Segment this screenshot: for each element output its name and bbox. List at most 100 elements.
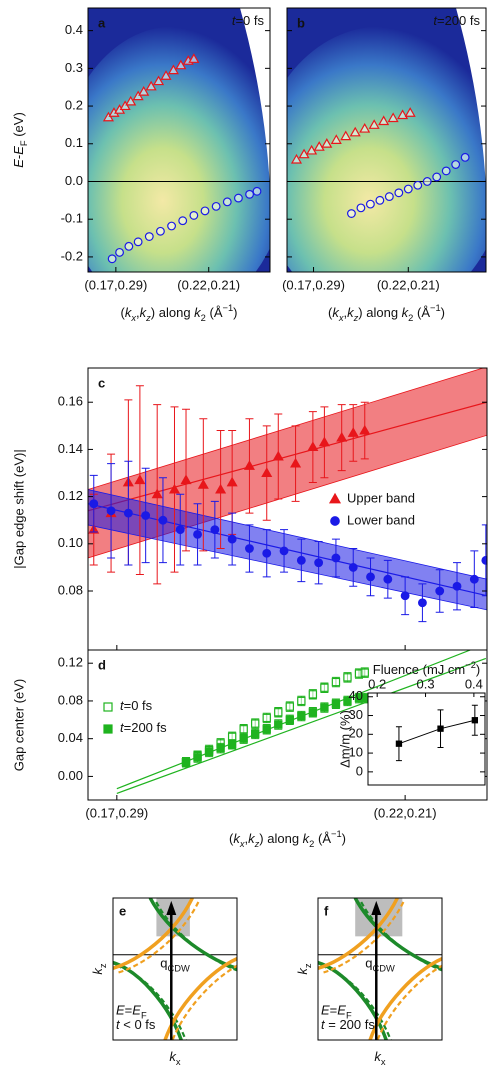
x-axis-label-part: x (239, 839, 245, 849)
x-axis-label-part: , (136, 305, 140, 320)
kz-label-part: z (98, 963, 108, 968)
x-tick-label: (0.17,0.29) (84, 277, 147, 292)
marker (368, 119, 380, 129)
marker (262, 548, 272, 558)
x-axis-label-part: −1 (223, 303, 234, 313)
marker (481, 555, 487, 565)
plot-area (395, 704, 479, 762)
marker (251, 729, 260, 739)
marker (133, 237, 143, 247)
y-axis-label-part: - (11, 155, 26, 159)
marker (308, 708, 318, 717)
band-curve-shifted (321, 964, 392, 1040)
band-curve-shifted (360, 901, 442, 972)
marker (313, 141, 325, 151)
marker (306, 144, 318, 155)
x-axis-label-part: (Å (413, 305, 430, 320)
x-axis-label: (kx,kz) along k2 (Å−1) (328, 303, 445, 323)
marker (375, 195, 385, 205)
y-tick-label: 0.0 (65, 173, 83, 188)
x-axis-label-part: (Å (314, 831, 331, 846)
legend-label-part: =0 fs (124, 698, 153, 713)
marker (167, 64, 179, 75)
x-axis-label-part: −2 (465, 660, 476, 670)
x-axis-label-part: k (303, 831, 311, 846)
marker (360, 668, 369, 677)
marker (175, 525, 185, 535)
spectrum-intensity (88, 26, 270, 272)
marker (204, 747, 214, 757)
marker (274, 720, 283, 729)
q-label-part: q (160, 956, 167, 971)
energy-label-part: E (337, 1003, 346, 1018)
marker (394, 188, 404, 198)
x-axis-label-part: ) along (151, 305, 194, 320)
band-curve (148, 898, 237, 971)
x-axis-label-part: 2 (309, 839, 314, 849)
marker (193, 529, 202, 539)
marker (471, 717, 479, 724)
energy-label-part: E (132, 1003, 141, 1018)
q-label: qCDW (365, 956, 395, 974)
y-tick-label: -0.2 (61, 248, 83, 263)
marker (239, 725, 248, 734)
x-axis-label-part: k (347, 305, 355, 320)
marker (167, 221, 176, 231)
marker (178, 216, 188, 226)
plot-area (88, 368, 487, 623)
annotation-part: =200 fs (437, 13, 481, 28)
marker (210, 525, 220, 535)
y-tick-label: 0 (356, 763, 363, 778)
legend-label-part: =200 fs (124, 720, 168, 735)
x-axis-label: (kx,kz) along k2 (Å−1) (229, 829, 346, 849)
x-tick-label: (0.17,0.29) (85, 805, 148, 820)
marker (226, 476, 238, 487)
x-axis-label-part: k (140, 305, 148, 320)
marker (387, 112, 399, 123)
x-axis-label-part: k (233, 831, 241, 846)
marker (435, 586, 445, 596)
marker (297, 711, 306, 721)
marker (321, 138, 333, 148)
x-tick-label: 0.2 (368, 676, 386, 691)
panel-label: b (297, 15, 305, 30)
band-curve-shifted (155, 901, 237, 972)
y-axis-label-part: E (11, 159, 26, 168)
x-axis-label-part: ( (328, 305, 333, 320)
marker (156, 226, 165, 236)
marker (308, 690, 318, 699)
y-tick-label: 0.00 (58, 768, 83, 783)
plot-frame (286, 7, 487, 273)
marker (400, 591, 410, 601)
time-label-part: t (321, 1017, 326, 1032)
marker (347, 209, 356, 218)
marker (274, 708, 283, 717)
x-axis-label-part: ) along (358, 305, 401, 320)
marker (314, 558, 324, 568)
legend-label: t=0 fs (120, 698, 153, 713)
marker (403, 184, 413, 194)
marker (160, 70, 172, 80)
y-tick-label: 0.4 (65, 22, 83, 37)
energy-label-part: F (346, 1011, 352, 1021)
annotation-part: t (433, 13, 438, 28)
x-axis-label-part: k (194, 305, 202, 320)
marker (181, 758, 191, 767)
q-label-part: CDW (167, 964, 189, 974)
marker (251, 719, 260, 728)
y-tick-label: 0.2 (65, 97, 83, 112)
diagram-frame (112, 897, 238, 1041)
marker (384, 192, 394, 201)
band-curve-shifted (116, 964, 187, 1040)
diagram-frame (317, 897, 443, 1041)
marker (123, 508, 133, 518)
plot-area (287, 8, 486, 272)
marker (153, 75, 165, 86)
y-tick-label: 0.14 (58, 441, 83, 456)
marker (234, 193, 243, 203)
x-axis-label-part: ) (441, 305, 445, 320)
kx-label-part: k (374, 1049, 382, 1064)
marker (193, 753, 202, 762)
